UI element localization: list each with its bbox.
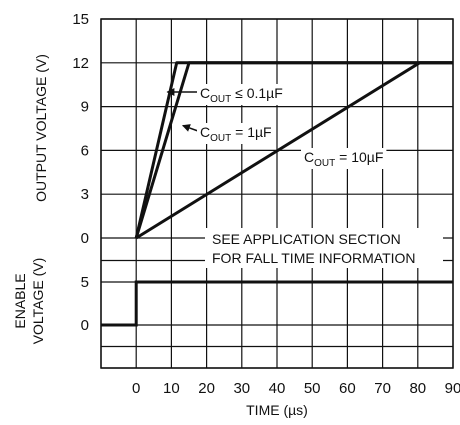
annotation-line-1: SEE APPLICATION SECTION xyxy=(212,231,401,247)
curve-labels: COUT ≤ 0.1µF COUT = 1µF COUT = 10µF xyxy=(197,84,387,169)
y-axis-title-enable-line1: ENABLE xyxy=(12,273,28,328)
y-axis-title-output: OUTPUT VOLTAGE (V) xyxy=(33,54,49,202)
label-arrows xyxy=(166,88,199,132)
annotation-line-2: FOR FALL TIME INFORMATION xyxy=(212,250,416,266)
x-tick-label: 40 xyxy=(269,380,286,397)
x-tick-label: 10 xyxy=(163,380,180,397)
x-axis-title: TIME (µs) xyxy=(246,402,308,418)
plot-frame xyxy=(100,18,454,369)
x-tick-label: 20 xyxy=(198,380,215,397)
output-y-tick-label: 6 xyxy=(81,142,89,159)
y-axis-title-enable-line2: VOLTAGE (V) xyxy=(30,258,46,345)
enable-y-tick-label: 5 xyxy=(81,274,89,291)
output-y-tick-label: 3 xyxy=(81,186,89,203)
x-tick-label: 60 xyxy=(339,380,356,397)
output-voltage-curve-3 xyxy=(135,61,453,240)
curve-label-background xyxy=(197,123,275,144)
x-tick-label: 0 xyxy=(132,380,140,397)
output-y-tick-label: 9 xyxy=(81,99,89,116)
x-tick-label: 90 xyxy=(445,380,460,397)
enable-y-tick-label: 0 xyxy=(81,317,89,334)
curve-label-2: COUT = 1µF xyxy=(200,124,272,144)
curve-label-background xyxy=(301,148,387,169)
tick-labels: 0 10 20 30 40 50 60 70 80 90 0 3 6 9 12 15 0 5 xyxy=(72,11,460,397)
output-y-tick-label: 0 xyxy=(81,230,89,247)
annotation-background xyxy=(205,228,443,268)
curve-label-1: COUT ≤ 0.1µF xyxy=(200,85,283,105)
curve-label-3: COUT = 10µF xyxy=(304,149,383,169)
output-y-tick-label: 12 xyxy=(72,55,89,72)
output-y-tick-label: 15 xyxy=(72,11,89,28)
x-tick-label: 70 xyxy=(374,380,391,397)
curve-label-background xyxy=(197,84,286,105)
x-tick-label: 30 xyxy=(233,380,250,397)
data-curves xyxy=(101,61,453,327)
x-tick-label: 80 xyxy=(409,380,426,397)
output-voltage-curve-2 xyxy=(134,61,453,239)
x-tick-label: 50 xyxy=(304,380,321,397)
label-arrow xyxy=(181,124,199,132)
enable-voltage-curve xyxy=(101,280,453,327)
grid-lines xyxy=(100,18,454,369)
